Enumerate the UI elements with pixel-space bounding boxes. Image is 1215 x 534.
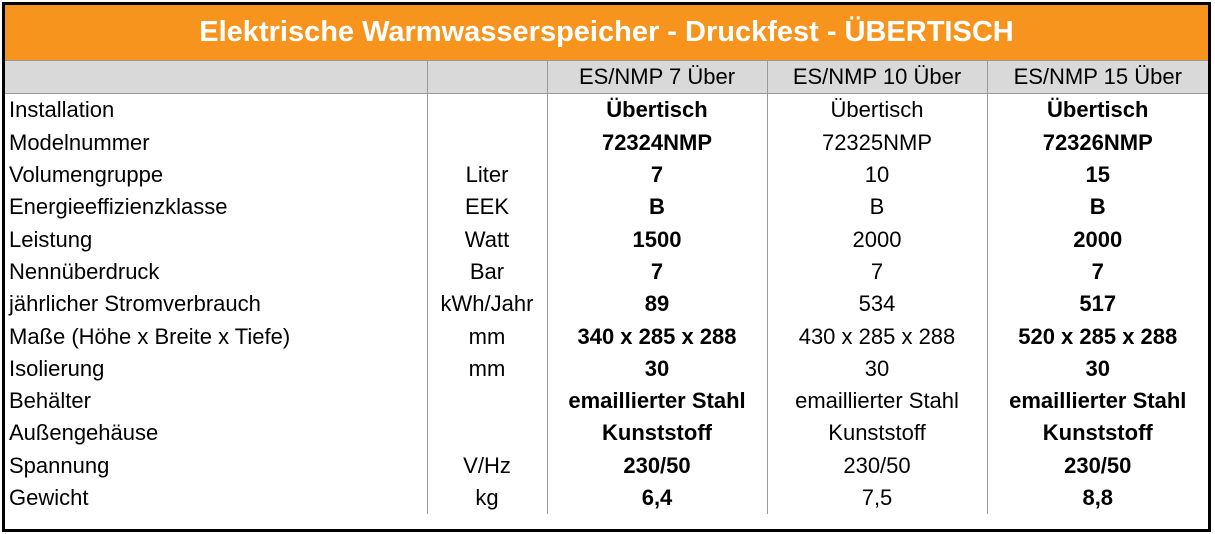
unit: kg xyxy=(426,481,547,515)
value: Übertisch xyxy=(546,93,767,127)
value: Kunststoff xyxy=(546,417,767,450)
value: 230/50 xyxy=(766,449,987,482)
row-label: Leistung xyxy=(9,226,93,252)
value: 517 xyxy=(986,288,1208,321)
value: emaillierter Stahl xyxy=(986,384,1208,418)
column-header: ES/NMP 7 Über xyxy=(546,61,767,95)
spec-table: ES/NMP 7 Über ES/NMP 10 Über ES/NMP 15 Übe… xyxy=(5,61,1208,515)
value: 430 x 285 x 288 xyxy=(766,320,987,353)
value: 340 x 285 x 288 xyxy=(546,320,767,353)
title: Elektrische Warmwasserspeicher - Druckfe… xyxy=(5,5,1208,61)
value: 10 xyxy=(766,158,987,192)
value: 2000 xyxy=(766,223,987,256)
value: 520 x 285 x 288 xyxy=(986,320,1208,353)
row-label: Spannung xyxy=(9,452,110,478)
value: 534 xyxy=(766,288,987,321)
value: 72326NMP xyxy=(986,126,1208,159)
unit xyxy=(426,384,547,418)
value: B xyxy=(766,191,987,224)
row: Installation Übertisch Übertisch Übertisch xyxy=(5,93,1208,127)
row: jährlicher Stromverbrauch kWh/Jahr 89 534 51… xyxy=(5,288,1208,321)
row: Modelnummer 72324NMP 72325NMP 72326NMP xyxy=(5,126,1208,159)
value: 7 xyxy=(986,255,1208,289)
value: 30 xyxy=(986,352,1208,385)
row-label: Außengehäuse xyxy=(9,420,159,446)
row-label: jährlicher Stromverbrauch xyxy=(9,291,261,317)
value: 2000 xyxy=(986,223,1208,256)
row: Volumengruppe Liter 7 10 15 xyxy=(5,158,1208,192)
value: 7 xyxy=(766,255,987,289)
row-label: Modelnummer xyxy=(9,129,150,155)
value: Übertisch xyxy=(766,93,987,127)
unit: mm xyxy=(426,352,547,385)
value: emaillierter Stahl xyxy=(766,384,987,418)
value: 7 xyxy=(546,255,767,289)
value: 230/50 xyxy=(986,449,1208,482)
row-label: Nennüberdruck xyxy=(9,258,160,284)
value: 72325NMP xyxy=(766,126,987,159)
value: 1500 xyxy=(546,223,767,256)
unit: V/Hz xyxy=(426,449,547,482)
unit: EEK xyxy=(426,191,547,224)
value: 89 xyxy=(546,288,767,321)
unit xyxy=(426,126,547,159)
value: B xyxy=(546,191,767,224)
row-label: Maße (Höhe x Breite x Tiefe) xyxy=(9,323,291,349)
row: Spannung V/Hz 230/50 230/50 230/50 xyxy=(5,449,1208,482)
row: Außengehäuse Kunststoff Kunststoff Kunststo… xyxy=(5,417,1208,450)
row-label: Behälter xyxy=(9,388,91,414)
row: Gewicht kg 6,4 7,5 8,8 xyxy=(5,481,1208,515)
value: Übertisch xyxy=(986,93,1208,127)
value: 30 xyxy=(766,352,987,385)
column-header: ES/NMP 15 Über xyxy=(986,61,1208,95)
value: 72324NMP xyxy=(546,126,767,159)
row-label: Volumengruppe xyxy=(9,162,164,188)
column-header: ES/NMP 10 Über xyxy=(766,61,987,95)
unit: mm xyxy=(426,320,547,353)
value: 7 xyxy=(546,158,767,192)
value: 8,8 xyxy=(986,481,1208,515)
value: Kunststoff xyxy=(766,417,987,450)
unit: Liter xyxy=(426,158,547,192)
header-row: ES/NMP 7 Über ES/NMP 10 Über ES/NMP 15 Übe… xyxy=(5,61,1208,95)
value: Kunststoff xyxy=(986,417,1208,450)
unit: kWh/Jahr xyxy=(426,288,547,321)
unit xyxy=(426,417,547,450)
row: Energieeffizienzklasse EEK B B B xyxy=(5,191,1208,224)
unit: Watt xyxy=(426,223,547,256)
value: emaillierter Stahl xyxy=(546,384,767,418)
row-label: Energieeffizienzklasse xyxy=(9,194,228,220)
row: Nennüberdruck Bar 7 7 7 xyxy=(5,255,1208,289)
row: Behälter emaillierter Stahl emaillierter S… xyxy=(5,384,1208,418)
header-cell xyxy=(5,61,427,95)
value: 7,5 xyxy=(766,481,987,515)
row: Isolierung mm 30 30 30 xyxy=(5,352,1208,385)
row-label: Gewicht xyxy=(9,485,89,510)
value: 30 xyxy=(546,352,767,385)
unit: Bar xyxy=(426,255,547,289)
value: 230/50 xyxy=(546,449,767,482)
value: 6,4 xyxy=(546,481,767,515)
row: Leistung Watt 1500 2000 2000 xyxy=(5,223,1208,256)
row-label: Isolierung xyxy=(9,355,105,381)
row-label: Installation xyxy=(9,97,115,123)
header-cell xyxy=(426,61,547,95)
row: Maße (Höhe x Breite x Tiefe) mm 340 x 285 … xyxy=(5,320,1208,353)
value: 15 xyxy=(986,158,1208,192)
value: B xyxy=(986,191,1208,224)
unit xyxy=(426,93,547,127)
